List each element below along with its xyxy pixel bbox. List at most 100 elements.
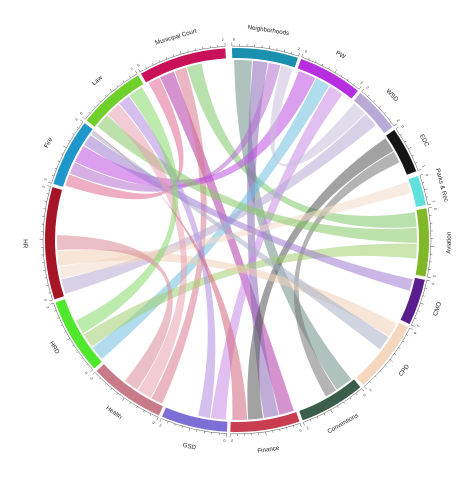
sector-tick <box>167 421 168 423</box>
sector-tick <box>80 120 83 122</box>
tick-label-start: 0 <box>362 393 366 397</box>
sector-tick <box>428 204 431 205</box>
sector-tick <box>73 133 75 134</box>
sector-tick <box>380 371 381 372</box>
sector-tick <box>331 410 333 413</box>
sector-tick <box>423 296 425 297</box>
sector-tick <box>291 52 292 54</box>
tick-label-end: 2 <box>222 38 224 42</box>
sector-label-health: Health <box>104 405 123 421</box>
sector-tick <box>166 57 167 59</box>
sector-tick <box>122 398 124 401</box>
tick-label-start: 0 <box>43 298 47 301</box>
sector-tick <box>129 76 130 78</box>
sector-label-conventions: Conventions <box>326 412 359 435</box>
sector-tick <box>356 393 357 395</box>
sector-tick <box>99 101 100 102</box>
tick-label-start: 0 <box>433 208 437 211</box>
sector-tick <box>50 303 53 304</box>
sector-label-pw: PW <box>334 50 346 61</box>
sector-tick <box>89 112 91 113</box>
sector-tick <box>364 386 366 389</box>
sector-tick <box>287 428 288 430</box>
sector-tick <box>415 162 417 163</box>
sector-tick <box>105 95 106 96</box>
sector-tick <box>418 169 421 170</box>
tick-label-end: 1 <box>416 324 420 328</box>
sector-label-aviation: Aviation <box>445 231 452 254</box>
sector-tick <box>317 417 318 419</box>
sector-tick <box>375 376 376 377</box>
sector-tick <box>61 154 63 155</box>
tick-label-start: 0 <box>233 37 235 41</box>
sector-tick <box>57 318 59 319</box>
sector-tick <box>309 58 310 60</box>
tick-label-end: 1 <box>421 165 425 168</box>
sector-label-law: Law <box>91 74 105 87</box>
sector-tick <box>310 420 311 422</box>
sector-tick <box>368 95 369 96</box>
tick-label-start: 0 <box>400 125 404 129</box>
tick-label-start: 0 <box>425 173 429 176</box>
sector-tick <box>389 118 391 119</box>
sector-label-cpd: CPD <box>397 363 411 378</box>
sector-tick <box>303 422 304 425</box>
sector-tick <box>412 155 414 156</box>
sector-tick <box>394 124 397 126</box>
sector-tick <box>347 79 348 81</box>
sector-label-edc: EDC <box>418 133 431 148</box>
sector-tick <box>322 64 323 66</box>
tick-label-end: 1 <box>432 200 436 203</box>
sector-tick <box>99 378 100 379</box>
sector-tick <box>353 83 354 85</box>
sector-tick <box>49 300 52 301</box>
sector-tick <box>415 318 417 319</box>
sector-tick <box>68 140 70 141</box>
sector-tick <box>350 398 351 400</box>
sector-tick <box>173 55 174 57</box>
sector-tick <box>182 426 183 428</box>
sector-tick <box>117 85 118 87</box>
tick-label-start: 0 <box>223 438 225 442</box>
sector-tick <box>390 359 393 361</box>
tick-label-start: 0 <box>412 331 416 335</box>
sector-tick <box>58 161 60 162</box>
sector-tick <box>418 311 420 312</box>
sector-tick <box>55 168 57 169</box>
sector-tick <box>344 402 345 404</box>
sector-tick <box>410 328 413 330</box>
sector-tick <box>63 146 66 148</box>
sector-tick <box>362 389 364 392</box>
tick-label-end: 2 <box>368 388 372 392</box>
sector-tick <box>61 325 63 326</box>
sector-tick <box>48 182 51 183</box>
sector-tick <box>370 381 371 382</box>
sector-tick <box>188 50 189 52</box>
sector-tick <box>427 277 430 278</box>
sector-tick <box>81 358 83 359</box>
sector-tick <box>189 428 190 431</box>
sector-tick <box>152 63 153 65</box>
sector-tick <box>67 338 70 340</box>
sector-tick <box>111 388 112 390</box>
sector-tick <box>406 335 408 336</box>
sector-tick <box>150 414 151 416</box>
sector-tick <box>130 402 131 404</box>
tick-label-end: 2 <box>231 438 233 442</box>
tick-label-end: 2 <box>90 376 94 380</box>
sector-tick <box>90 370 93 372</box>
sector-tick <box>379 105 382 107</box>
tick-label-start: 0 <box>79 111 83 115</box>
tick-label-end: 2 <box>130 67 134 71</box>
sector-tick <box>408 147 411 149</box>
sector-tick <box>422 182 424 183</box>
sector-label-wsd: WSD <box>384 88 399 104</box>
sector-tick <box>135 71 137 74</box>
tick-label-end: 2 <box>306 425 309 429</box>
tick-label-end: 2 <box>46 306 50 309</box>
tick-label-end: 2 <box>159 423 162 427</box>
sector-tick <box>159 60 160 62</box>
sector-tick <box>424 189 427 190</box>
tick-label-start: 0 <box>365 86 369 90</box>
